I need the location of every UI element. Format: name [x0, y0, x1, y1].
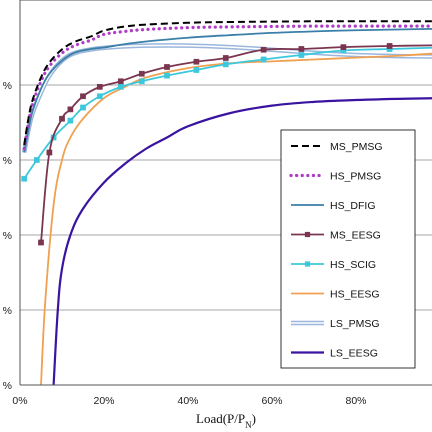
- data-point: [59, 115, 65, 122]
- data-point: [193, 67, 200, 73]
- x-tick-label: 80%: [345, 395, 366, 407]
- data-point: [96, 84, 103, 90]
- data-point: [298, 52, 305, 58]
- data-point: [117, 78, 124, 85]
- legend-label: MS_PMSG: [330, 141, 383, 153]
- data-point: [117, 84, 124, 90]
- legend-box: [280, 129, 416, 369]
- axes: [19, 0, 432, 386]
- legend-label: HS_SCIG: [330, 259, 376, 271]
- y-tick-label: %: [3, 380, 12, 392]
- data-point: [298, 46, 305, 52]
- y-tick-label: %: [3, 80, 12, 92]
- legend-label: LS_EESG: [330, 348, 378, 360]
- data-point: [38, 239, 44, 246]
- legend: MS_PMSG HS_PMSG HS_DFIG MS_EESG HS_SCIG HS_EE…: [280, 129, 416, 369]
- legend-item: HS_PMSG: [289, 171, 381, 183]
- x-tick-label: 0%: [12, 395, 27, 407]
- series-ls-eesg: [52, 97, 432, 385]
- legend-item: MS_EESG: [291, 230, 381, 242]
- legend-item: HS_SCIG: [291, 259, 376, 271]
- data-point: [260, 46, 267, 53]
- data-point: [222, 55, 229, 61]
- series-ms-pmsg: [23, 20, 432, 146]
- legend-label: HS_EESG: [330, 289, 380, 301]
- data-point: [260, 56, 267, 63]
- legend-label: HS_PMSG: [330, 171, 381, 183]
- series-line: [23, 46, 432, 180]
- data-point: [222, 61, 229, 68]
- x-tick-label: 60%: [261, 395, 282, 407]
- legend-item: MS_PMSG: [291, 141, 383, 153]
- data-point: [164, 64, 170, 70]
- legend-item: LS_EESG: [291, 348, 378, 360]
- series-line: [40, 44, 432, 243]
- y-tick-label: %: [3, 305, 12, 317]
- y-tick-label: %: [3, 230, 12, 242]
- x-tick-label: 40%: [177, 395, 198, 407]
- legend-label: HS_DFIG: [330, 200, 376, 212]
- data-point: [386, 43, 393, 49]
- series-line: [22, 24, 432, 151]
- legend-label: LS_PMSG: [330, 318, 380, 330]
- data-point: [67, 106, 74, 113]
- series-line: [52, 97, 432, 385]
- legend-item: LS_PMSG: [291, 318, 380, 330]
- data-point: [340, 44, 347, 50]
- data-point: [193, 58, 200, 65]
- data-point: [80, 93, 86, 100]
- series-ms-eesg: [38, 43, 432, 246]
- x-tick-label: 20%: [93, 395, 114, 407]
- series-line: [23, 20, 432, 146]
- legend-marker: [304, 261, 311, 267]
- data-point: [33, 157, 40, 163]
- y-tick-label: %: [3, 155, 12, 167]
- legend-item: HS_DFIG: [291, 200, 376, 212]
- tick-labels: %%%%%0% 20% 40% 60% 80%: [3, 80, 367, 407]
- data-point: [21, 175, 28, 182]
- data-point: [80, 104, 86, 111]
- data-point: [96, 93, 103, 100]
- data-point: [67, 117, 74, 124]
- data-point: [46, 149, 53, 156]
- data-point: [164, 72, 170, 79]
- x-axis-title: Load(P/PN): [196, 411, 256, 430]
- series-hs-dfig: [23, 27, 432, 153]
- legend-item: HS_EESG: [291, 289, 380, 301]
- legend-label: MS_EESG: [330, 230, 381, 242]
- legend-marker: [304, 231, 311, 238]
- series-layer: [21, 20, 432, 385]
- data-point: [138, 78, 145, 85]
- series-line: [23, 27, 432, 153]
- data-point: [138, 70, 145, 77]
- series-hs-pmsg: [22, 24, 432, 151]
